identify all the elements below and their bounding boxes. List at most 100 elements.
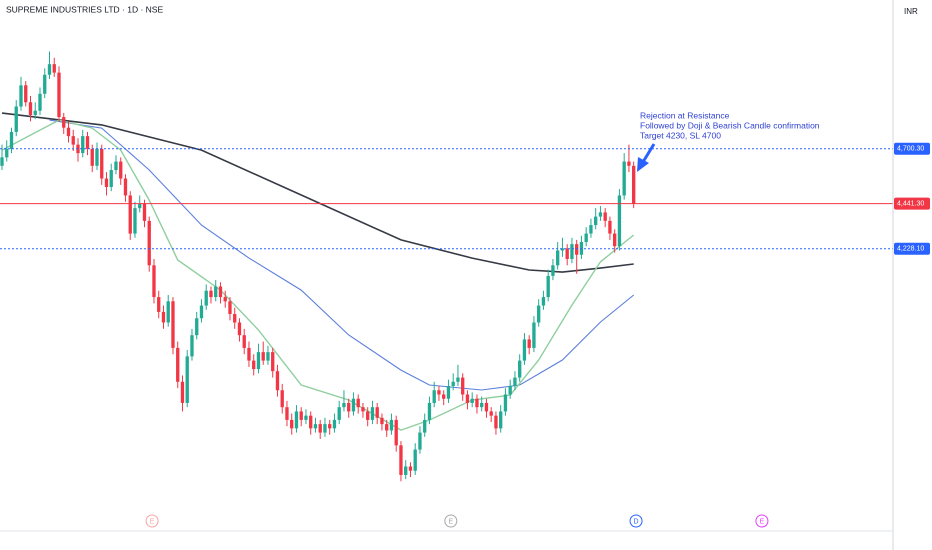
- candle-body: [337, 407, 341, 420]
- candle-body: [608, 220, 612, 234]
- candle-body: [252, 360, 256, 370]
- candle-body: [299, 411, 303, 420]
- candle-body: [399, 445, 403, 475]
- candle-body: [427, 402, 432, 420]
- candle-body: [280, 390, 284, 408]
- candle-body: [256, 352, 261, 370]
- candle-body: [380, 417, 384, 425]
- candle-body: [142, 203, 147, 221]
- candle-body: [513, 377, 517, 387]
- price-label-box: [894, 142, 930, 155]
- candle-body: [389, 419, 394, 431]
- candle-body: [100, 148, 104, 179]
- candle-body: [442, 394, 446, 399]
- candle-body: [190, 335, 194, 357]
- candle-body: [294, 411, 299, 429]
- candle-body: [342, 402, 346, 408]
- arrow: [637, 143, 656, 172]
- candle-body: [214, 286, 218, 298]
- candle-body: [171, 301, 175, 348]
- candle-body: [24, 85, 28, 103]
- candle-body: [560, 248, 565, 251]
- candle-body: [199, 305, 204, 319]
- candle-body: [318, 424, 322, 433]
- price-label-box: [894, 242, 930, 255]
- candle-body: [147, 220, 151, 266]
- candle-body: [133, 208, 137, 234]
- candle-body: [119, 161, 123, 179]
- event-marker: [145, 514, 159, 528]
- candle-body: [47, 64, 52, 75]
- candle-body: [109, 170, 113, 187]
- candle-body: [43, 74, 47, 94]
- candle-body: [594, 216, 598, 226]
- candle-body: [261, 352, 265, 361]
- candle-body: [475, 398, 479, 408]
- candle-body: [266, 352, 270, 361]
- annotation: Rejection at Resistance: [640, 110, 730, 120]
- candle-body: [157, 297, 161, 312]
- candle-body: [138, 203, 142, 209]
- candle-body: [351, 398, 356, 412]
- candle-body: [285, 407, 289, 420]
- event-label: E: [448, 518, 453, 525]
- price-label: 4,228.10: [897, 246, 924, 253]
- candle-body: [432, 390, 436, 403]
- candle-body: [123, 178, 128, 196]
- candle-body: [185, 356, 189, 403]
- candle-body: [584, 233, 588, 243]
- candle-body: [71, 136, 75, 145]
- candle-body: [541, 297, 546, 306]
- candle-body: [603, 212, 607, 221]
- moving-average: [49, 119, 635, 391]
- candle-body: [484, 402, 489, 412]
- candle-body: [62, 117, 66, 128]
- price-label-box: [894, 197, 930, 210]
- candle-body: [617, 195, 622, 247]
- candle-body: [33, 110, 37, 115]
- candle-body: [527, 339, 531, 348]
- event-marker: [444, 514, 458, 528]
- candle-body: [223, 297, 227, 302]
- candle-body: [237, 322, 242, 336]
- candle-body: [632, 165, 636, 204]
- candle-body: [152, 265, 156, 298]
- candle-body: [275, 371, 280, 391]
- candle-body: [480, 402, 484, 408]
- candle-body: [503, 394, 508, 412]
- candle-body: [470, 398, 474, 403]
- candle-body: [5, 148, 9, 158]
- candle-body: [104, 178, 109, 187]
- candle-body: [14, 106, 18, 132]
- candle-body: [408, 466, 413, 471]
- candle-body: [413, 449, 417, 471]
- candle-body: [556, 250, 560, 266]
- candle-body: [522, 339, 527, 361]
- candle-body: [28, 102, 33, 115]
- annotation: Target 4230, SL 4700: [640, 130, 721, 140]
- candle-body: [423, 419, 427, 433]
- candle-body: [218, 286, 223, 298]
- chart-title: SUPREME INDUSTRIES LTD · 1D · NSE: [6, 4, 163, 14]
- candle-body: [446, 386, 451, 399]
- candle-body: [313, 424, 318, 429]
- event-marker: [755, 514, 769, 528]
- candle-body: [456, 377, 460, 382]
- candle-body: [361, 407, 365, 412]
- candle-body: [370, 407, 375, 420]
- candle-body: [176, 347, 180, 382]
- candle-body: [332, 419, 337, 429]
- candle-body: [81, 136, 85, 154]
- candle-body: [565, 248, 569, 259]
- moving-average: [1, 119, 635, 431]
- candle-body: [537, 305, 541, 323]
- candle-body: [309, 415, 313, 429]
- candle-body: [271, 352, 275, 372]
- candle-body: [228, 301, 232, 315]
- candle-body: [508, 386, 512, 395]
- candle-body: [518, 360, 522, 378]
- candle-body: [204, 290, 208, 306]
- candle-body: [52, 64, 56, 73]
